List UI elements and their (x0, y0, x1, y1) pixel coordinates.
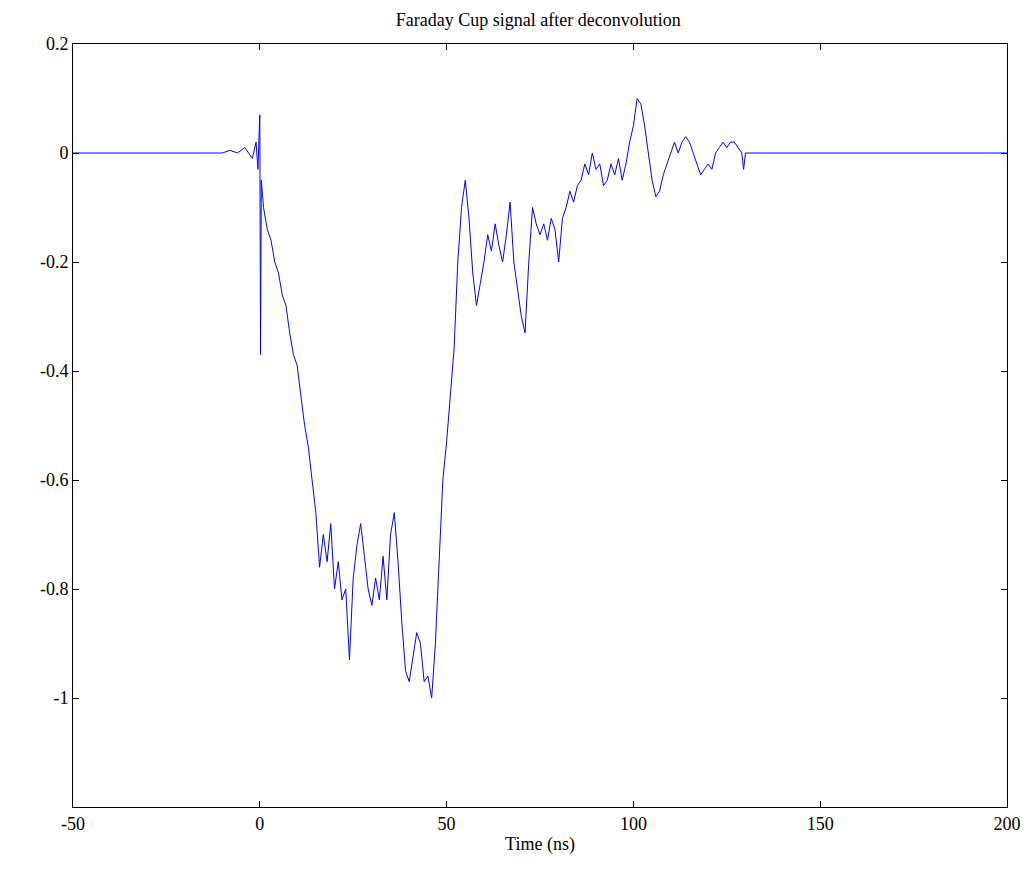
svg-text:0: 0 (255, 814, 264, 834)
svg-text:150: 150 (807, 814, 834, 834)
svg-text:-0.8: -0.8 (40, 579, 69, 599)
svg-text:50: 50 (438, 814, 456, 834)
svg-text:-50: -50 (61, 814, 85, 834)
svg-text:Time (ns): Time (ns) (505, 834, 575, 855)
svg-text:0.2: 0.2 (46, 34, 69, 54)
svg-text:200: 200 (994, 814, 1021, 834)
svg-text:0: 0 (59, 143, 68, 163)
svg-text:-0.2: -0.2 (40, 252, 69, 272)
svg-text:-0.6: -0.6 (40, 470, 69, 490)
svg-text:-0.4: -0.4 (40, 361, 69, 381)
svg-text:Faraday Cup signal after decon: Faraday Cup signal after deconvolution (396, 10, 681, 30)
svg-text:-1: -1 (53, 688, 68, 708)
svg-text:100: 100 (620, 814, 647, 834)
